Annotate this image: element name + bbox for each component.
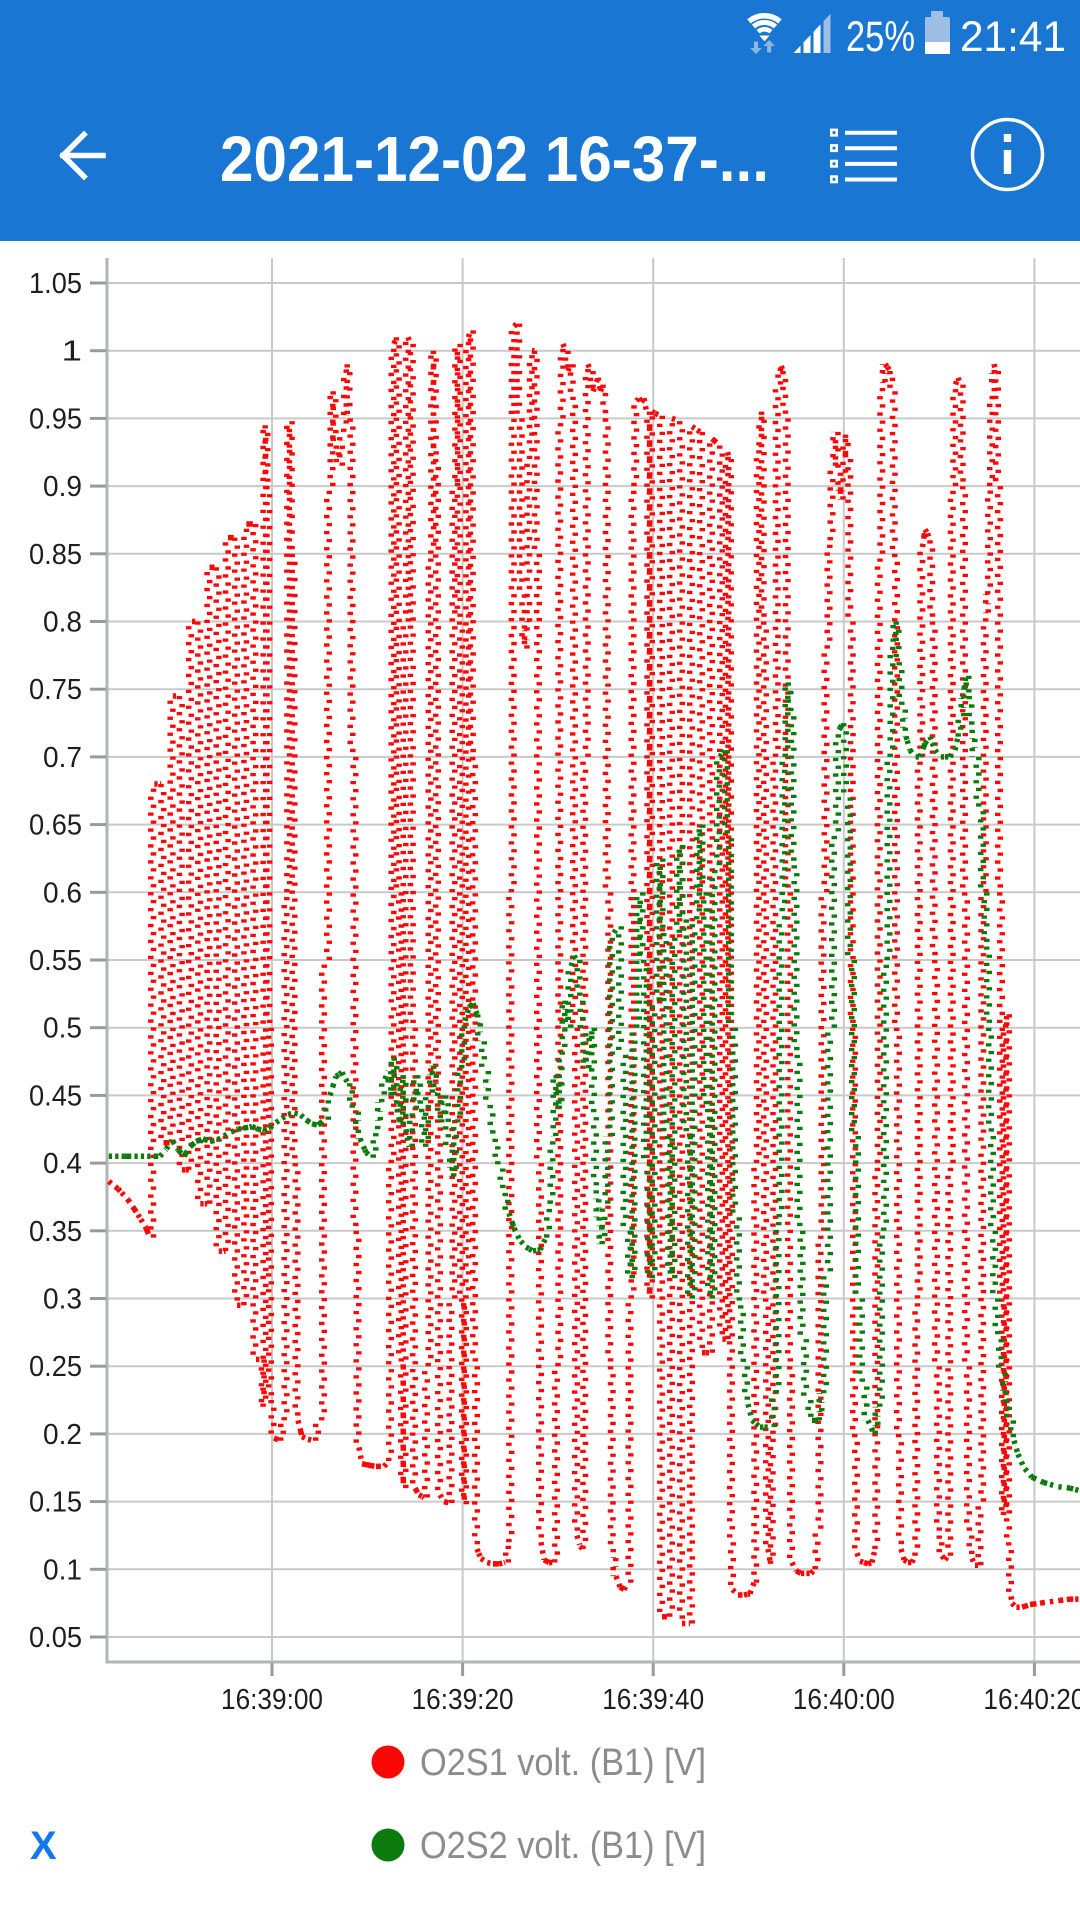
svg-text:0.95: 0.95 [29, 403, 82, 435]
svg-text:1: 1 [62, 336, 83, 368]
svg-text:0.7: 0.7 [43, 742, 82, 774]
svg-text:0.1: 0.1 [43, 1554, 82, 1586]
svg-text:X: X [30, 1824, 57, 1868]
svg-text:2021-12-02 16-37-...: 2021-12-02 16-37-... [220, 123, 769, 195]
svg-text:0.9: 0.9 [43, 471, 82, 503]
svg-text:0.8: 0.8 [43, 607, 82, 639]
svg-text:0.35: 0.35 [29, 1216, 82, 1248]
svg-text:0.2: 0.2 [43, 1419, 82, 1451]
svg-text:0.05: 0.05 [29, 1622, 82, 1654]
svg-text:0.4: 0.4 [43, 1148, 82, 1180]
svg-text:0.15: 0.15 [29, 1487, 82, 1519]
svg-text:0.45: 0.45 [29, 1080, 82, 1112]
svg-text:0.65: 0.65 [29, 810, 82, 842]
svg-text:0.6: 0.6 [43, 877, 82, 909]
svg-text:16:39:20: 16:39:20 [412, 1684, 514, 1716]
svg-text:0.5: 0.5 [43, 1013, 82, 1045]
svg-text:21:41: 21:41 [960, 13, 1066, 61]
svg-text:O2S1 volt. (B1) [V]: O2S1 volt. (B1) [V] [420, 1742, 706, 1784]
svg-text:16:39:00: 16:39:00 [221, 1684, 323, 1716]
svg-text:16:40:00: 16:40:00 [793, 1684, 895, 1716]
svg-text:1.05: 1.05 [29, 268, 82, 300]
svg-text:16:39:40: 16:39:40 [602, 1684, 704, 1716]
svg-text:0.75: 0.75 [29, 674, 82, 706]
svg-text:25%: 25% [846, 13, 915, 61]
svg-text:0.55: 0.55 [29, 945, 82, 977]
svg-text:0.25: 0.25 [29, 1351, 82, 1383]
svg-text:O2S2 volt. (B1) [V]: O2S2 volt. (B1) [V] [420, 1825, 706, 1867]
svg-text:0.3: 0.3 [43, 1284, 82, 1316]
svg-text:0.85: 0.85 [29, 539, 82, 571]
svg-text:16:40:20: 16:40:20 [983, 1684, 1080, 1716]
